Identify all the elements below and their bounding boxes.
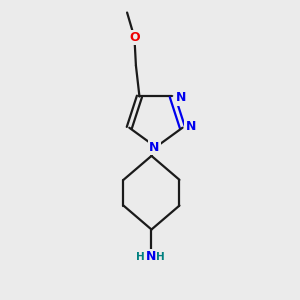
Text: H: H — [156, 252, 165, 262]
Text: H: H — [136, 252, 145, 262]
Text: O: O — [129, 31, 140, 44]
Text: N: N — [176, 92, 186, 104]
Text: N: N — [185, 120, 196, 133]
Text: N: N — [149, 141, 160, 154]
Text: N: N — [146, 250, 156, 263]
